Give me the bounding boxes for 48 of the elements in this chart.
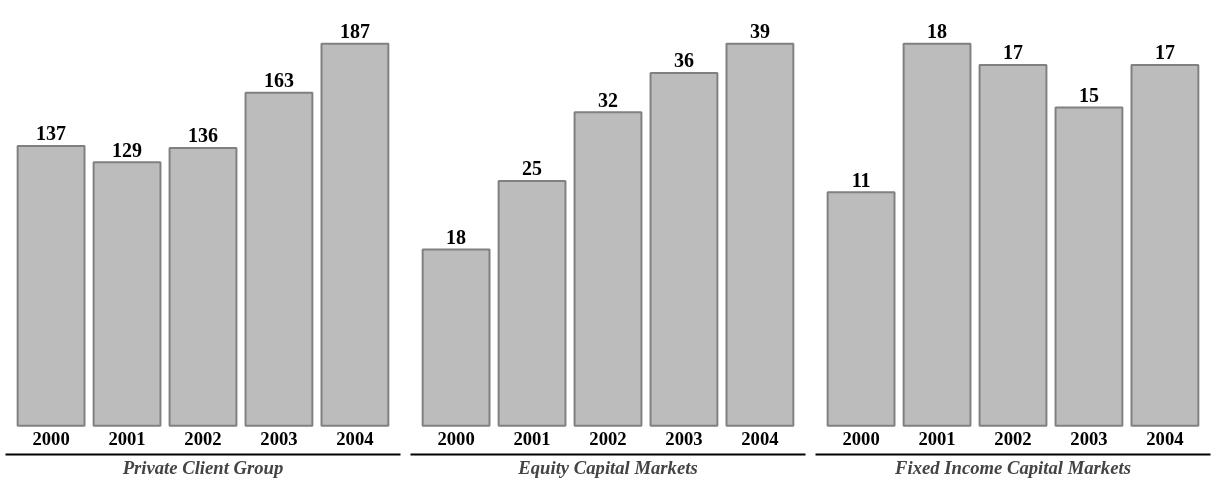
bar: [92, 161, 162, 427]
x-axis-title: Equity Capital Markets: [517, 456, 698, 478]
data-label: 18: [927, 19, 948, 42]
bar: [16, 144, 86, 427]
x-tick-label: 2001: [513, 427, 551, 449]
data-label: 163: [263, 69, 294, 92]
data-label: 15: [1078, 83, 1099, 106]
x-tick-label: 2001: [108, 427, 146, 449]
bar: [573, 111, 643, 427]
bar: [1130, 63, 1200, 427]
data-label: 32: [598, 88, 618, 111]
data-label: 36: [673, 49, 694, 72]
data-label: 137: [36, 122, 67, 145]
bar: [168, 146, 238, 427]
x-tick-label: 2003: [260, 427, 298, 449]
x-tick-label: 2002: [184, 427, 222, 449]
data-label: 129: [112, 138, 143, 161]
data-label: 187: [339, 19, 370, 42]
bar: [244, 91, 314, 427]
data-label: 18: [446, 225, 467, 248]
x-tick-label: 2000: [437, 427, 475, 449]
x-axis-title: Private Client Group: [121, 456, 284, 478]
data-label: 17: [1003, 41, 1023, 64]
x-tick-label: 2003: [1070, 427, 1108, 449]
x-tick-label: 2003: [665, 427, 703, 449]
x-tick-label: 2002: [589, 427, 627, 449]
bar: [320, 42, 390, 427]
x-tick-label: 2004: [741, 427, 779, 449]
x-tick-label: 2004: [336, 427, 374, 449]
x-axis-title: Fixed Income Capital Markets: [894, 456, 1131, 478]
data-label: 25: [522, 157, 543, 180]
bar: [978, 63, 1048, 427]
data-label: 136: [188, 124, 218, 147]
x-tick-label: 2000: [32, 427, 70, 449]
x-tick-label: 2004: [1146, 427, 1184, 449]
x-tick-label: 2001: [918, 427, 956, 449]
bar: [1054, 106, 1124, 427]
bar: [421, 248, 491, 427]
bar: [725, 42, 795, 427]
data-label: 17: [1154, 41, 1175, 64]
x-tick-label: 2000: [842, 427, 880, 449]
x-tick-label: 2002: [994, 427, 1032, 449]
bar: [497, 179, 567, 427]
data-label: 11: [851, 168, 871, 191]
data-label: 39: [749, 19, 770, 42]
bar: [902, 42, 972, 427]
bar: [649, 72, 719, 427]
bar: [826, 191, 896, 427]
